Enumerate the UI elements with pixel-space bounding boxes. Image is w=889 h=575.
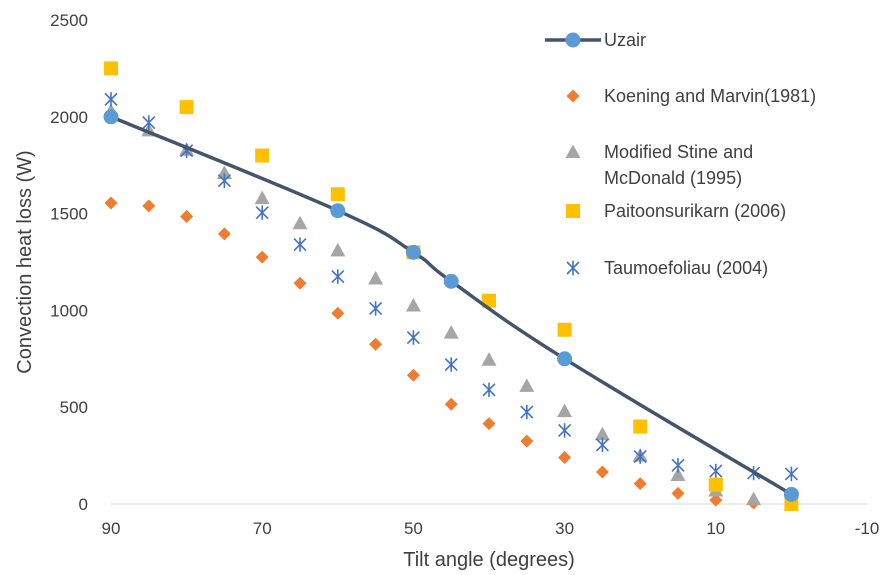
data-point (103, 109, 119, 125)
series-diamond (104, 196, 761, 510)
data-point (557, 403, 573, 418)
data-point (217, 227, 231, 241)
y-tick-label: 1500 (50, 205, 88, 224)
data-point (671, 458, 685, 473)
series-triangle (103, 103, 762, 506)
data-point (784, 466, 798, 482)
x-tick-label: -10 (855, 519, 880, 538)
legend-item: Koening and Marvin(1981) (566, 86, 816, 106)
y-tick-label: 2000 (50, 108, 88, 127)
data-point (594, 426, 610, 441)
data-point (293, 276, 307, 290)
x-tick-label: 90 (102, 519, 121, 538)
data-point (104, 92, 118, 107)
data-point (293, 237, 307, 252)
data-point (255, 250, 269, 264)
legend: Uzair Koening and Marvin(1981) Modified St… (545, 30, 816, 278)
data-point (104, 61, 118, 76)
data-point (671, 486, 685, 500)
data-point (595, 465, 609, 479)
data-point (216, 165, 232, 179)
legend-label: Uzair (604, 30, 646, 50)
y-tick-labels: 0 500 1000 1500 2000 2500 (50, 11, 88, 514)
data-point (217, 173, 231, 188)
data-point (330, 187, 345, 202)
data-point (369, 301, 383, 316)
y-tick-label: 0 (79, 495, 88, 514)
data-point (520, 434, 534, 448)
data-point (331, 306, 345, 320)
legend-item: Taumoefoliau (2004) (566, 258, 768, 278)
data-point (443, 273, 459, 289)
series-layer (103, 61, 799, 511)
data-point (180, 210, 194, 224)
data-point (142, 199, 156, 213)
x-tick-label: 70 (253, 519, 272, 538)
data-point (179, 100, 194, 115)
data-point (444, 397, 458, 411)
data-point (633, 419, 648, 434)
data-point (783, 486, 799, 502)
uzair-line (110, 115, 793, 496)
legend-item: Paitoonsurikarn (2006) (566, 201, 786, 221)
data-point (481, 352, 497, 366)
data-point (482, 382, 496, 397)
data-point (330, 203, 346, 219)
x-axis-title: Tilt angle (degrees) (403, 549, 575, 571)
data-point (708, 477, 723, 492)
data-point (519, 378, 535, 392)
x-tick-labels: 90 70 50 30 10 -10 (102, 519, 880, 538)
y-axis-title: Convection heat loss (W) (14, 150, 36, 373)
legend-label: Taumoefoliau (2004) (604, 258, 768, 278)
x-tick-label: 10 (706, 519, 725, 538)
data-point (142, 115, 156, 130)
data-point (369, 337, 383, 351)
data-point (254, 190, 270, 205)
data-point (709, 493, 723, 507)
data-point (709, 463, 723, 479)
legend-marker (566, 260, 580, 276)
data-point (255, 205, 269, 220)
data-point (104, 196, 118, 210)
data-point (558, 423, 572, 438)
data-point (482, 417, 496, 431)
legend-item: Modified Stine and McDonald (1995) (565, 142, 753, 188)
data-point (670, 467, 686, 481)
legend-label: Modified Stine and McDonald (1995) (604, 142, 753, 188)
data-point (557, 322, 572, 337)
legend-item: Uzair (545, 30, 646, 50)
data-point (633, 477, 647, 491)
y-tick-label: 1000 (50, 301, 88, 320)
legend-marker (565, 32, 581, 48)
legend-marker (565, 144, 581, 158)
x-tick-label: 50 (404, 519, 423, 538)
y-tick-label: 2500 (50, 11, 88, 30)
data-point (331, 269, 345, 284)
data-point (406, 368, 420, 382)
legend-label: Koening and Marvin(1981) (604, 86, 816, 106)
data-point (557, 351, 573, 367)
data-point (558, 451, 572, 465)
series-asterisk (104, 92, 798, 482)
legend-marker (566, 89, 580, 103)
data-point (443, 325, 459, 339)
x-tick-label: 30 (555, 519, 574, 538)
data-point (330, 242, 346, 257)
data-point (633, 449, 647, 464)
data-point (405, 244, 421, 260)
data-point (595, 437, 609, 453)
data-point (292, 215, 308, 230)
data-point (368, 270, 384, 285)
data-point (406, 330, 420, 345)
legend-marker (566, 204, 580, 218)
legend-label: Paitoonsurikarn (2006) (604, 201, 786, 221)
data-point (520, 404, 534, 420)
data-point (405, 298, 421, 312)
series-line-circle (103, 109, 799, 502)
data-point (444, 357, 458, 372)
y-tick-label: 500 (60, 398, 88, 417)
data-point (746, 491, 762, 506)
data-point (255, 148, 270, 163)
